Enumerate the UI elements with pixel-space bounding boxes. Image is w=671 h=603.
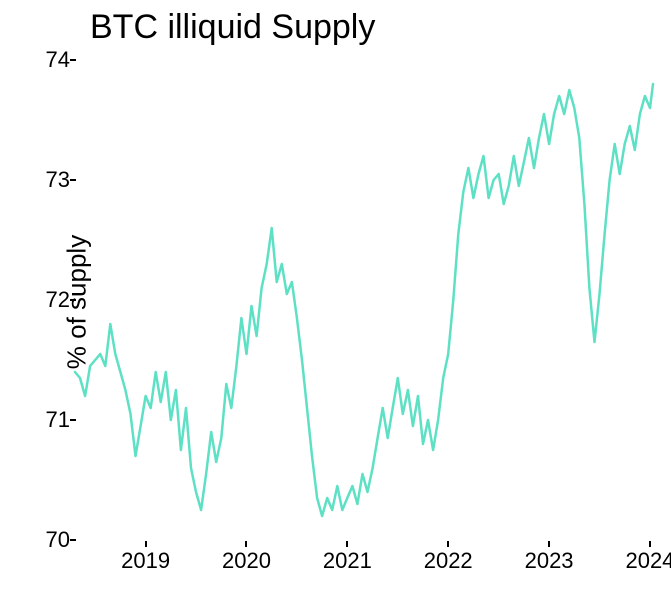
y-tick-mark [70,539,76,541]
x-tick-mark [145,541,147,547]
plot-area [75,60,655,540]
x-tick-mark [245,541,247,547]
y-tick-label: 72 [40,287,70,313]
y-tick-mark [70,179,76,181]
y-tick-label: 71 [40,407,70,433]
y-tick-mark [70,419,76,421]
x-tick-label: 2023 [525,548,574,574]
y-tick-mark [70,59,76,61]
line-series [75,60,655,540]
x-tick-label: 2021 [323,548,372,574]
x-tick-label: 2019 [121,548,170,574]
x-tick-label: 2020 [222,548,271,574]
y-tick-label: 74 [40,47,70,73]
x-tick-mark [649,541,651,547]
x-tick-mark [346,541,348,547]
x-tick-label: 2022 [424,548,473,574]
y-tick-mark [70,299,76,301]
y-tick-label: 73 [40,167,70,193]
x-tick-label: 2024 [625,548,671,574]
y-tick-label: 70 [40,527,70,553]
x-tick-mark [447,541,449,547]
chart-container: BTC illiquid Supply % of supply 70717273… [0,0,671,603]
x-tick-mark [548,541,550,547]
chart-title: BTC illiquid Supply [90,8,375,47]
